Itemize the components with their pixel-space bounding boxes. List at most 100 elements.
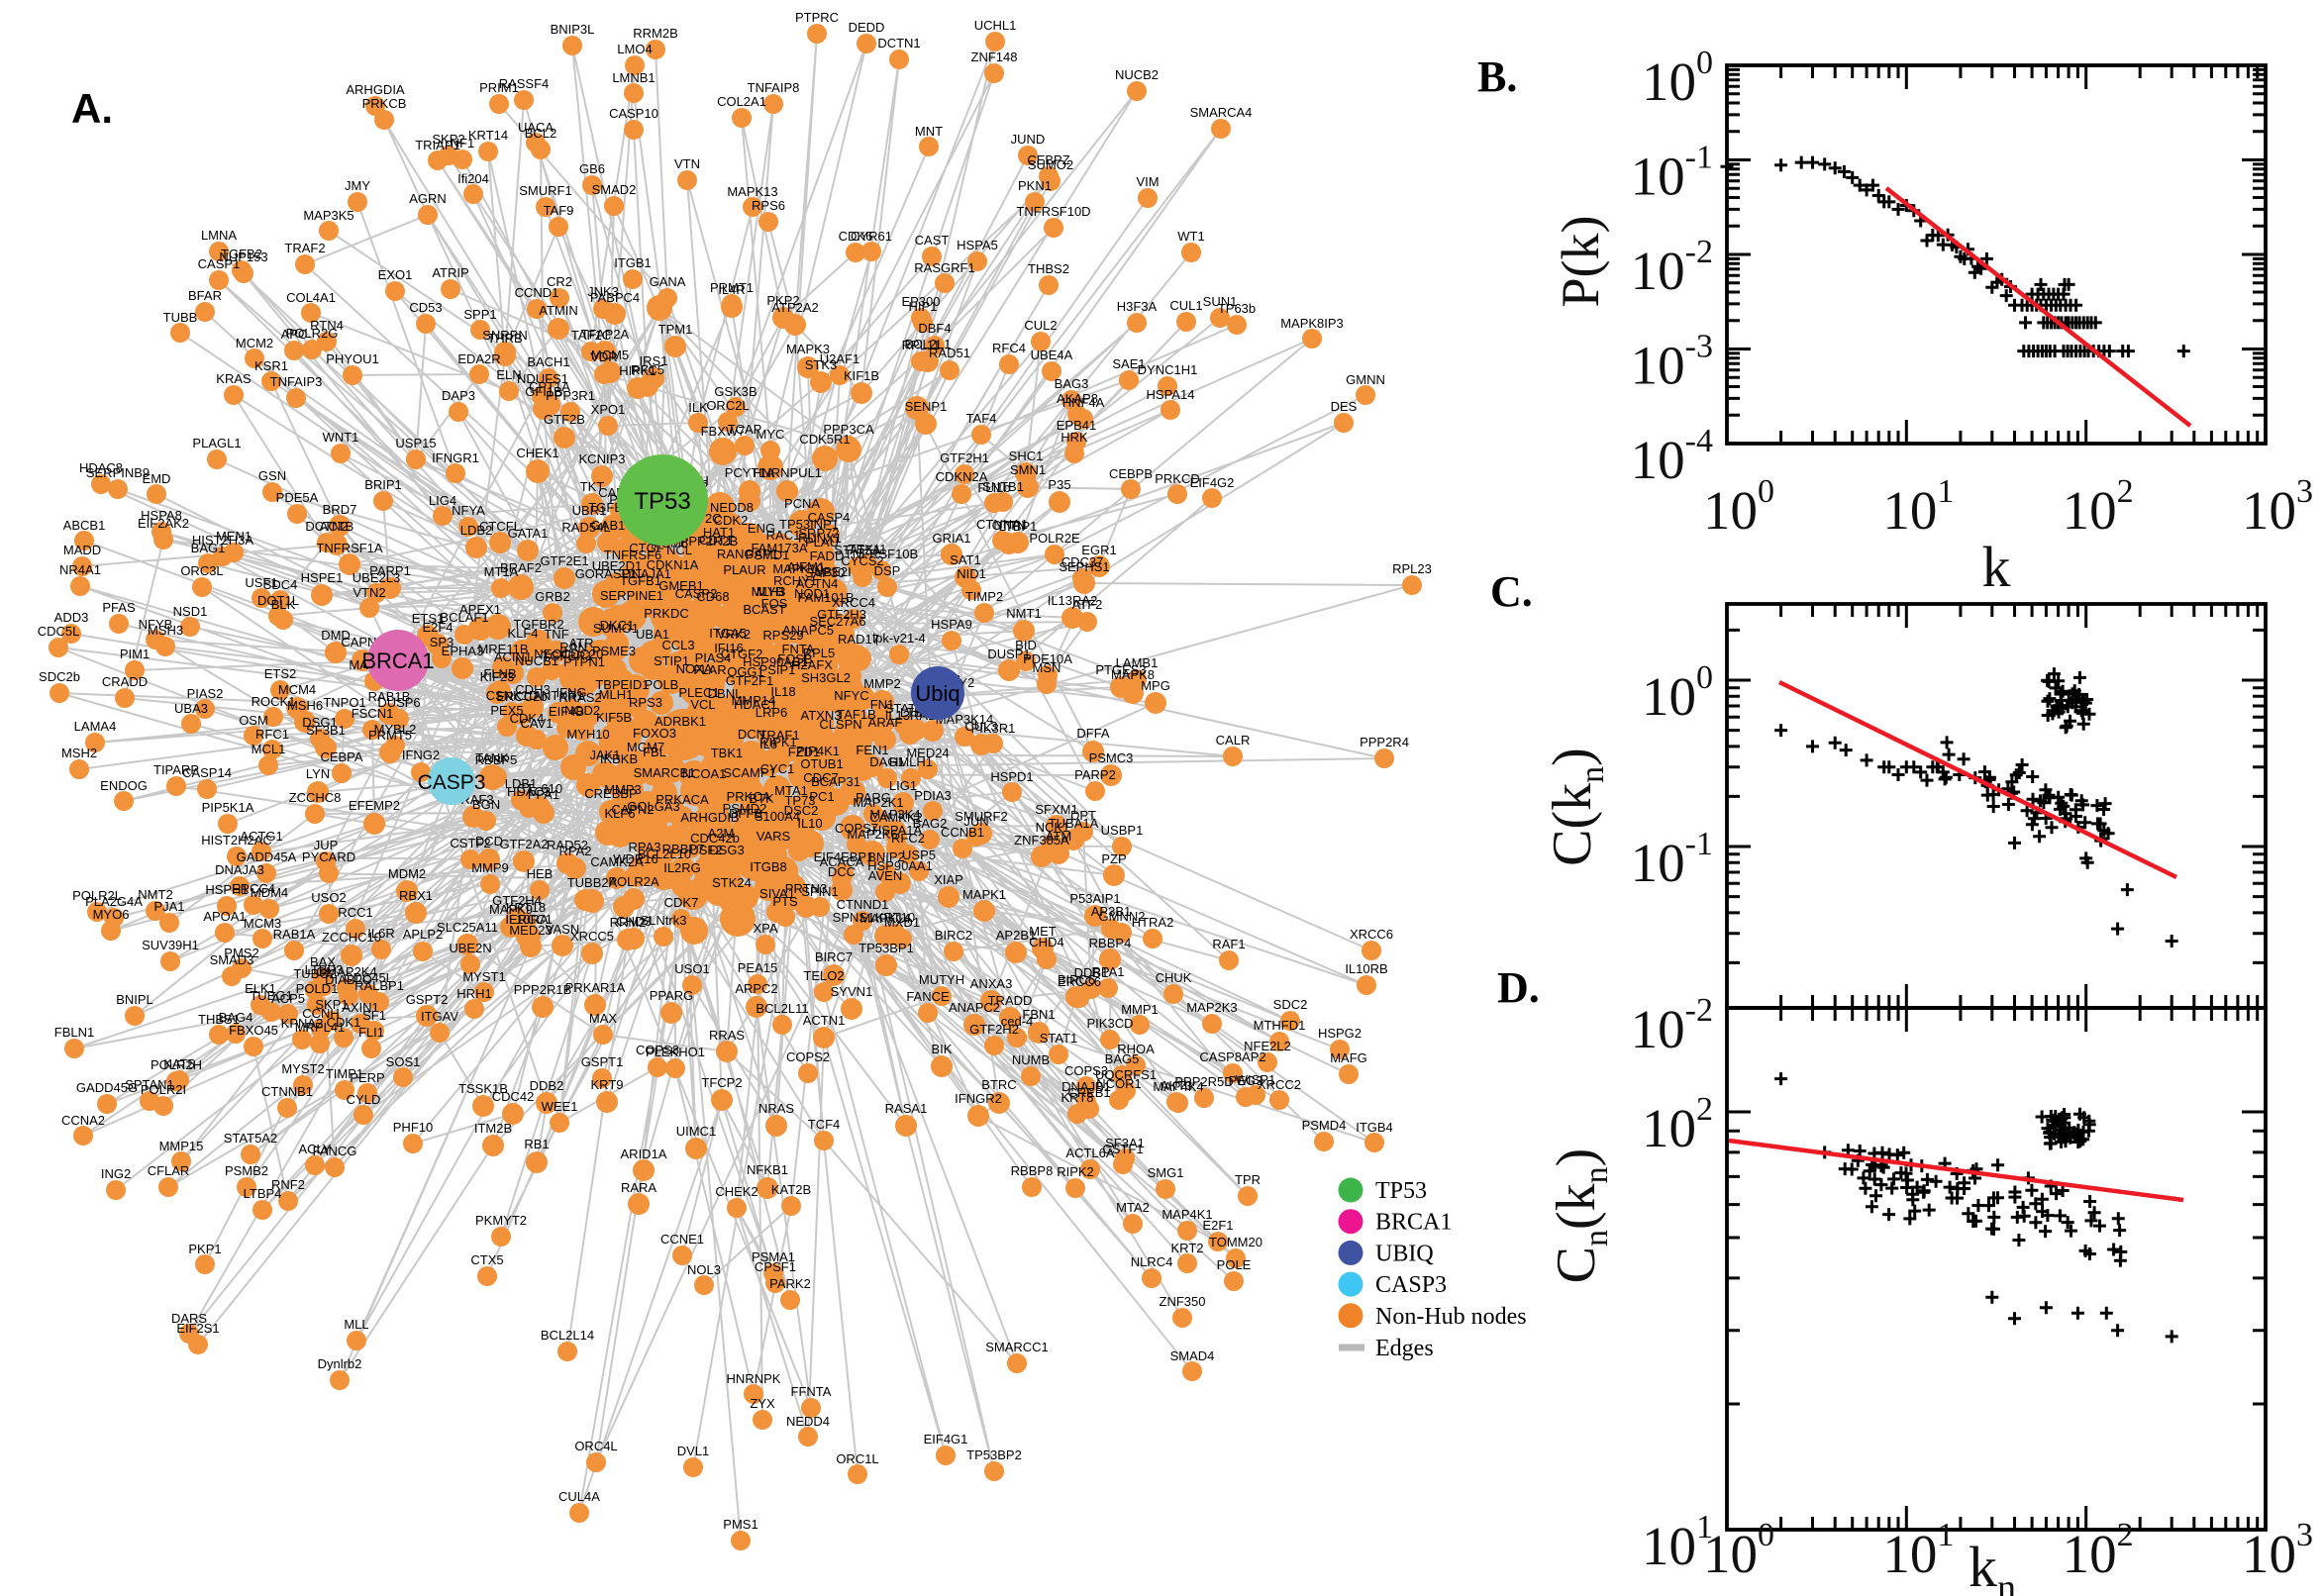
svg-text:EPHA3: EPHA3 — [442, 644, 484, 658]
svg-text:PSMC3: PSMC3 — [1089, 750, 1134, 765]
svg-text:GORASP1: GORASP1 — [575, 566, 638, 581]
svg-text:DEDD: DEDD — [849, 20, 885, 35]
svg-text:CYC1: CYC1 — [760, 761, 795, 776]
svg-text:IL18: IL18 — [770, 684, 795, 699]
svg-text:IL6R: IL6R — [367, 926, 394, 941]
svg-text:FOSB: FOSB — [777, 651, 812, 666]
svg-text:ARPC2: ARPC2 — [735, 981, 777, 996]
svg-text:HMLH1: HMLH1 — [889, 754, 933, 769]
svg-text:PARK2: PARK2 — [769, 1276, 811, 1291]
svg-text:PRIM1: PRIM1 — [479, 80, 519, 95]
svg-text:CREB1: CREB1 — [1067, 1085, 1110, 1100]
svg-text:HDAC3: HDAC3 — [507, 784, 551, 799]
svg-text:ARID1A: ARID1A — [621, 1147, 667, 1161]
svg-text:IFNG2: IFNG2 — [402, 748, 440, 762]
svg-text:NCOR1: NCOR1 — [1096, 1076, 1142, 1091]
svg-text:SMARCC1: SMARCC1 — [985, 1340, 1049, 1354]
svg-text:PKP1: PKP1 — [188, 1242, 221, 1256]
svg-text:KRT2: KRT2 — [1171, 1241, 1204, 1255]
svg-text:ADRBK1: ADRBK1 — [655, 714, 706, 729]
svg-text:SERPINB9: SERPINB9 — [86, 465, 150, 480]
svg-text:ENDOG: ENDOG — [100, 778, 148, 793]
svg-text:TNFRSF10D: TNFRSF10D — [1016, 204, 1090, 219]
svg-text:CASP2: CASP2 — [675, 586, 718, 601]
svg-text:HSPE1: HSPE1 — [301, 570, 344, 585]
svg-text:RRM2: RRM2 — [610, 915, 647, 930]
svg-text:SUMO2: SUMO2 — [1028, 157, 1073, 172]
svg-text:BRIP1: BRIP1 — [364, 477, 402, 492]
svg-text:KPNA2: KPNA2 — [281, 1016, 324, 1031]
svg-text:NOL3: NOL3 — [687, 1262, 721, 1277]
svg-text:USF1: USF1 — [245, 575, 277, 590]
svg-text:CAMK2A: CAMK2A — [590, 854, 644, 869]
svg-text:DBNL: DBNL — [708, 686, 743, 701]
svg-text:PABPC4: PABPC4 — [590, 290, 640, 305]
svg-text:CCNB1: CCNB1 — [941, 825, 984, 840]
svg-text:LMNB1: LMNB1 — [612, 70, 655, 85]
svg-text:HSPD1: HSPD1 — [990, 769, 1033, 784]
svg-text:ARHGDIB: ARHGDIB — [680, 810, 739, 825]
svg-text:RTN4: RTN4 — [310, 318, 344, 333]
svg-text:MADD: MADD — [63, 543, 101, 557]
svg-text:RFC2: RFC2 — [891, 831, 925, 846]
svg-text:JNK3: JNK3 — [587, 284, 619, 299]
svg-text:VTN: VTN — [674, 156, 700, 171]
svg-text:POLR2E: POLR2E — [1029, 531, 1080, 546]
svg-text:PSIP1: PSIP1 — [759, 662, 796, 677]
svg-text:UBE4A: UBE4A — [1031, 348, 1073, 362]
svg-text:A2M: A2M — [708, 826, 735, 841]
svg-text:HSPA5: HSPA5 — [957, 238, 998, 252]
svg-text:RBBP4: RBBP4 — [1089, 936, 1132, 950]
svg-text:TGFB1: TGFB1 — [620, 573, 661, 588]
svg-text:MAPK13: MAPK13 — [727, 184, 777, 199]
svg-text:HSPA9: HSPA9 — [931, 617, 972, 632]
svg-text:NCOA1: NCOA1 — [682, 766, 727, 781]
svg-text:TP53BP2: TP53BP2 — [966, 1447, 1022, 1462]
svg-text:PIAS4: PIAS4 — [695, 650, 732, 665]
svg-text:USP5: USP5 — [902, 848, 936, 862]
svg-text:MTHFD1: MTHFD1 — [1254, 1018, 1306, 1033]
svg-text:CT_610: CT_610 — [517, 781, 562, 796]
svg-text:SF3A1: SF3A1 — [1105, 1136, 1145, 1150]
svg-text:MMP15: MMP15 — [159, 1139, 204, 1153]
svg-text:SP3: SP3 — [430, 635, 454, 649]
svg-text:PKN1: PKN1 — [1018, 178, 1052, 193]
svg-text:CDK4: CDK4 — [510, 711, 545, 726]
svg-text:TUBB: TUBB — [163, 310, 198, 325]
svg-text:PIP4K1: PIP4K1 — [796, 744, 840, 758]
svg-text:SUMO1: SUMO1 — [593, 621, 639, 636]
svg-text:BID: BID — [1015, 638, 1037, 652]
svg-text:PDIA3: PDIA3 — [914, 788, 952, 803]
svg-text:ZCCHC8: ZCCHC8 — [289, 790, 342, 805]
svg-text:PTS: PTS — [772, 894, 798, 909]
svg-text:IL10RB: IL10RB — [1345, 961, 1387, 976]
svg-text:COL2A1: COL2A1 — [717, 94, 766, 109]
svg-text:CDK2: CDK2 — [714, 513, 749, 528]
svg-text:UIMC1: UIMC1 — [676, 1124, 716, 1139]
svg-text:MAP2K3: MAP2K3 — [1186, 1000, 1237, 1015]
svg-text:GMNN2: GMNN2 — [1099, 909, 1146, 924]
svg-text:GSPT2: GSPT2 — [406, 992, 449, 1007]
svg-text:COPS7: COPS7 — [835, 821, 878, 836]
svg-text:PTGES3: PTGES3 — [1095, 662, 1146, 677]
svg-text:KRT10: KRT10 — [875, 910, 915, 925]
svg-text:CDK1: CDK1 — [327, 1015, 361, 1030]
svg-text:BNIP3L: BNIP3L — [551, 22, 595, 37]
svg-text:RHOA: RHOA — [1117, 1042, 1155, 1056]
svg-text:FSCN1: FSCN1 — [352, 706, 394, 721]
svg-text:EPB41: EPB41 — [1057, 418, 1096, 433]
svg-text:ATRIP: ATRIP — [432, 265, 468, 280]
svg-text:AKAP8: AKAP8 — [1057, 391, 1098, 406]
svg-text:SAP30: SAP30 — [805, 565, 845, 580]
svg-text:RAB1B: RAB1B — [368, 689, 411, 704]
svg-text:RAN: RAN — [559, 640, 586, 654]
svg-text:HSPG2: HSPG2 — [1318, 1026, 1362, 1041]
svg-text:BNIP2: BNIP2 — [867, 849, 905, 864]
svg-text:NF1: NF1 — [451, 136, 475, 150]
svg-text:CHEK1: CHEK1 — [516, 446, 558, 460]
svg-text:MAPK8: MAPK8 — [1111, 667, 1155, 682]
svg-text:SEPHS1: SEPHS1 — [1059, 559, 1109, 574]
svg-text:ERCC1: ERCC1 — [509, 912, 553, 927]
svg-text:SAT1: SAT1 — [950, 552, 981, 567]
svg-text:TNFAIP3: TNFAIP3 — [270, 374, 323, 389]
